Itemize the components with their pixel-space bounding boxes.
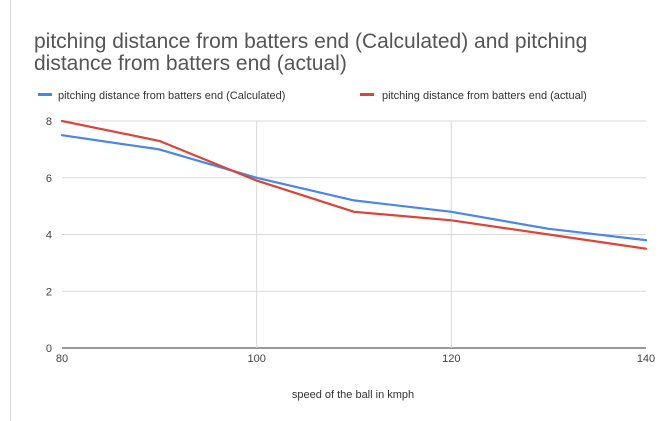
chart-title-line-1: pitching distance from batters end (Calc…: [34, 30, 587, 53]
gridlines: [62, 120, 646, 349]
y-tick-label: 0: [46, 343, 52, 355]
chart-title-line-2: distance from batters end (actual): [34, 52, 347, 75]
tick-labels: 0 2 4 6 8 80 100 120 140: [46, 116, 655, 365]
panel-edge-divider: [10, 0, 11, 421]
y-tick-label: 4: [46, 230, 52, 242]
y-tick-label: 6: [46, 173, 52, 185]
x-tick-label: 120: [442, 353, 460, 365]
x-axis-label: speed of the ball in kmph: [292, 389, 414, 401]
legend: pitching distance from batters end (Calc…: [38, 90, 587, 102]
x-tick-label: 80: [56, 353, 68, 365]
legend-label-actual: pitching distance from batters end (actu…: [382, 90, 587, 102]
legend-swatch-actual: [360, 93, 374, 96]
legend-swatch-calculated: [38, 93, 52, 96]
y-tick-label: 2: [46, 286, 52, 298]
x-tick-label: 140: [637, 353, 655, 365]
series-line-actual: [60, 119, 648, 250]
y-tick-label: 8: [46, 116, 52, 128]
legend-label-calculated: pitching distance from batters end (Calc…: [58, 90, 285, 102]
series-lines: [60, 119, 648, 250]
series-line-calculated: [60, 134, 648, 242]
x-tick-label: 100: [247, 353, 265, 365]
